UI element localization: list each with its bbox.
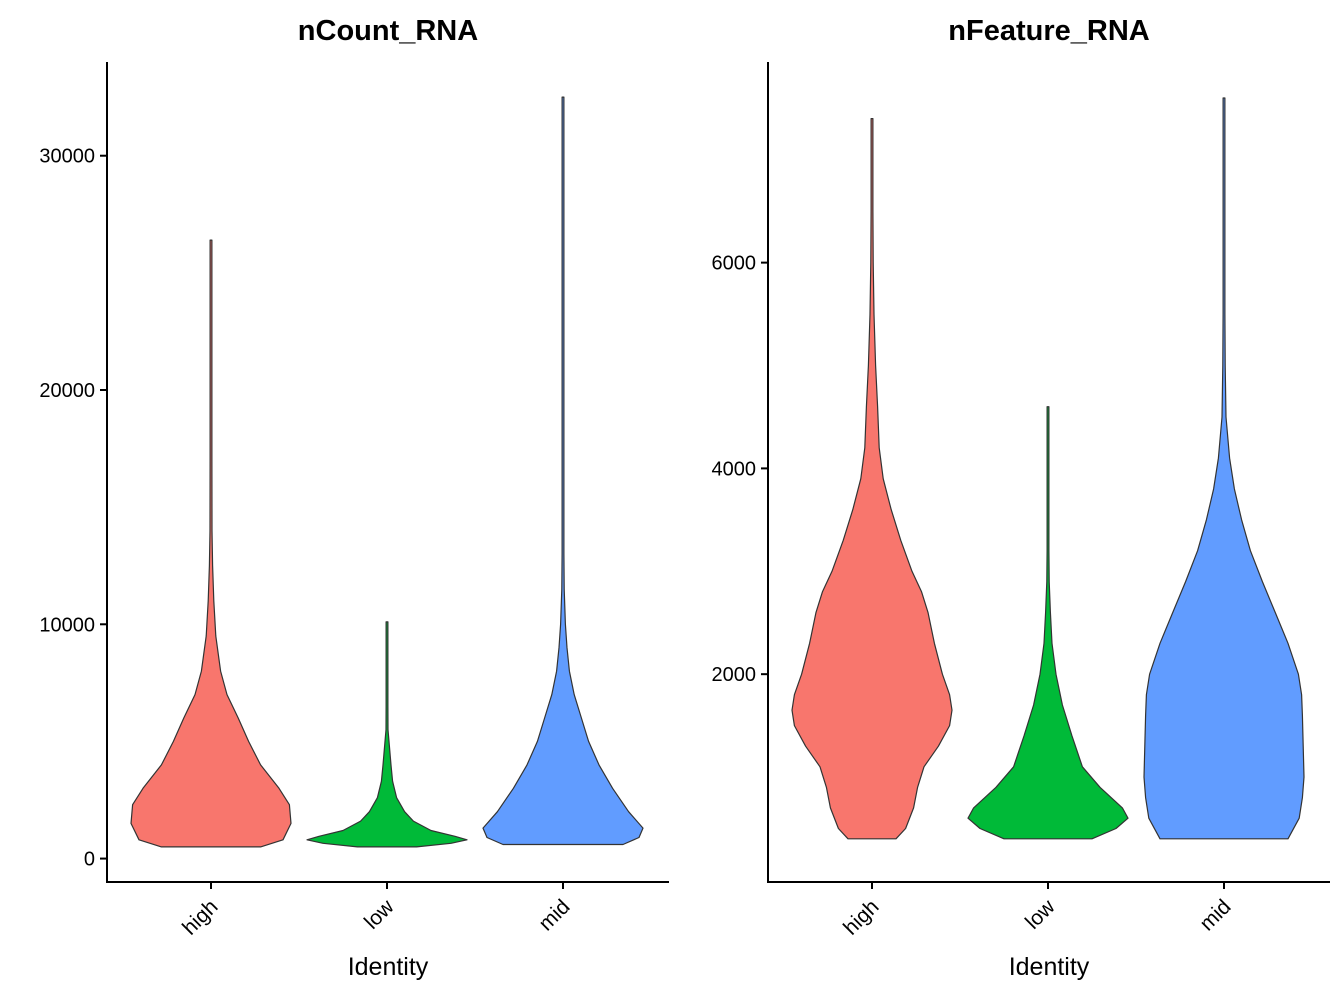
x-tick-label: low — [360, 895, 399, 934]
violin-low — [306, 621, 468, 848]
x-axis-label: Identity — [348, 953, 429, 981]
x-ticks: high low mid — [178, 882, 575, 940]
x-tick-label: high — [178, 895, 222, 939]
panel-ncount-rna: nCount_RNA 0 10000 20000 30000 high low mid I… — [39, 15, 669, 981]
y-tick-label: 2000 — [712, 664, 757, 686]
violin-low — [967, 406, 1129, 840]
y-ticks: 2000 4000 6000 — [712, 253, 768, 686]
y-tick-label: 20000 — [39, 380, 95, 402]
y-tick-label: 10000 — [39, 614, 95, 636]
violins — [130, 96, 644, 848]
violin-mid — [482, 96, 644, 846]
panel-title: nFeature_RNA — [948, 15, 1149, 47]
y-tick-label: 0 — [84, 849, 95, 871]
panel-nfeature-rna: nFeature_RNA 2000 4000 6000 high low mid Ide… — [712, 15, 1330, 981]
x-tick-label: mid — [534, 895, 574, 935]
y-tick-label: 4000 — [712, 458, 757, 480]
x-tick-label: high — [839, 895, 883, 939]
violin-high — [791, 118, 953, 840]
x-tick-label: mid — [1195, 895, 1235, 935]
y-tick-label: 30000 — [39, 146, 95, 168]
y-ticks: 0 10000 20000 30000 — [39, 146, 107, 871]
violin-mid — [1143, 97, 1305, 840]
y-tick-label: 6000 — [712, 253, 757, 275]
x-axis-label: Identity — [1009, 953, 1090, 981]
violins — [791, 97, 1305, 840]
x-tick-label: low — [1021, 895, 1060, 934]
x-ticks: high low mid — [839, 882, 1236, 940]
violin-high — [130, 239, 292, 848]
panel-title: nCount_RNA — [298, 15, 478, 47]
